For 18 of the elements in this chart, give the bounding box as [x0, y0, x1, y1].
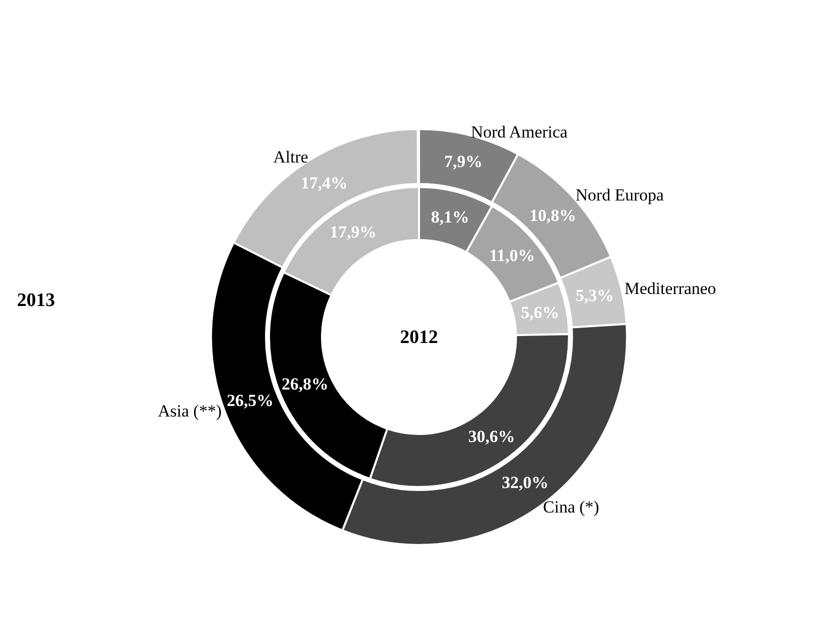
slice-label: Mediterraneo [624, 279, 716, 298]
data-label: 8,1% [430, 207, 470, 226]
slice-label: 2012 [400, 327, 438, 348]
data-label: 7,9% [444, 152, 482, 172]
slice-label: Nord Europa [576, 185, 664, 204]
slice-label: Altre [273, 147, 308, 166]
data-label: 11,0% [489, 246, 536, 265]
data-label: 26,5% [226, 390, 274, 410]
data-label: 26,8% [282, 374, 328, 394]
slice-label: Asia (**) [158, 402, 222, 421]
data-label: 10,8% [530, 206, 576, 225]
data-label: 32,0% [502, 473, 548, 492]
data-label: 17,9% [330, 222, 377, 242]
slice-label: 2013 [17, 290, 55, 311]
slice-label: Nord America [470, 122, 568, 142]
data-label: 30,6% [468, 426, 515, 446]
data-label: 17,4% [300, 173, 348, 192]
slice-label: Cina (*) [543, 498, 600, 517]
